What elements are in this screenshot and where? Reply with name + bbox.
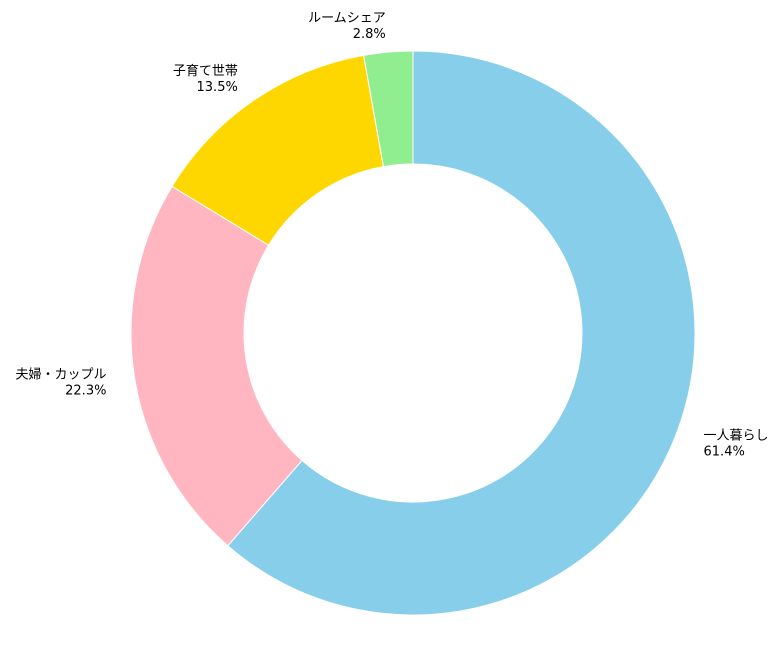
segment-label: 夫婦・カップル (15, 367, 106, 383)
donut-segment (130, 185, 303, 547)
segment-label: 一人暮らし (704, 429, 769, 444)
segment-label: ルームシェア (308, 11, 386, 26)
segment-value-label: 22.3% (65, 384, 106, 399)
segment-value-label: 2.8% (353, 27, 386, 42)
segment-label: 子育て世帯 (173, 63, 238, 79)
donut-segment (363, 50, 414, 168)
segment-value-label: 61.4% (704, 445, 745, 460)
segment-value-label: 13.5% (197, 80, 238, 95)
donut-segment (227, 50, 696, 616)
